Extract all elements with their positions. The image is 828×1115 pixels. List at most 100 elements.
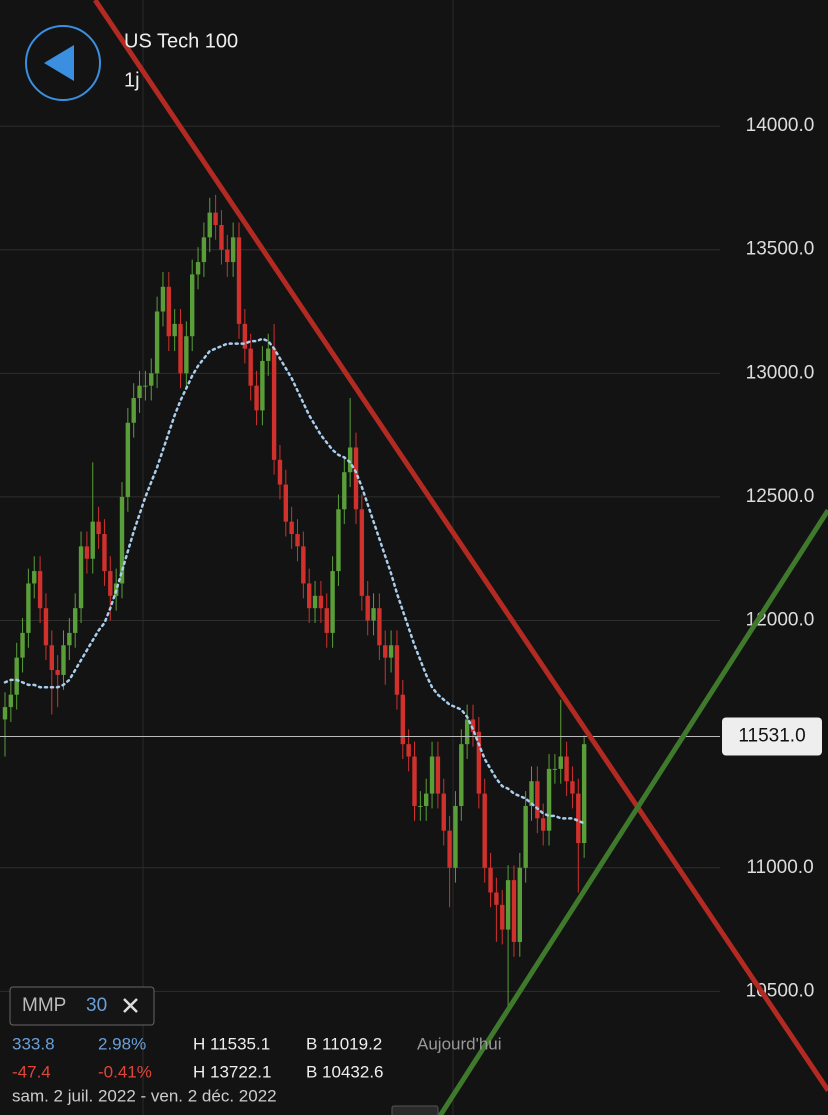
candle-body <box>55 669 60 675</box>
candle-body <box>201 237 207 263</box>
back-circle[interactable] <box>25 25 101 101</box>
candle-body <box>271 348 277 460</box>
candle-body <box>383 645 388 658</box>
interval: 1j <box>124 69 140 91</box>
candle-body <box>307 583 312 609</box>
candle-body <box>312 595 318 609</box>
candle-body <box>359 509 365 596</box>
candle-body <box>236 237 242 324</box>
candle-body <box>96 521 101 535</box>
candle-body <box>505 880 511 930</box>
stat-change: 333.8 <box>12 1034 55 1053</box>
candle-body <box>43 608 49 646</box>
candle-body <box>535 781 540 819</box>
candle-body <box>73 608 78 633</box>
back-button[interactable] <box>25 25 101 101</box>
candle-body <box>459 744 464 806</box>
candle-body <box>517 867 522 942</box>
candle-body <box>230 237 236 263</box>
candle-body <box>482 793 487 868</box>
candle-body <box>494 892 499 905</box>
price-label: 11531.0 <box>738 726 805 747</box>
candle-body <box>149 373 154 386</box>
candle-body <box>523 805 528 868</box>
candle-body <box>371 608 376 621</box>
y-tick-label: 14000.0 <box>746 115 815 136</box>
candle-body <box>49 645 54 670</box>
candle-body <box>266 348 271 361</box>
candle-body <box>37 571 43 609</box>
candle-body <box>242 323 248 349</box>
stat-low: B 11019.2 <box>306 1034 382 1053</box>
candle-body <box>160 286 166 312</box>
candle-body <box>418 805 423 807</box>
candle-body <box>558 756 563 769</box>
y-tick-label: 13500.0 <box>746 239 815 260</box>
candle-body <box>190 274 195 337</box>
candle-body <box>154 311 160 374</box>
close-icon[interactable] <box>123 998 138 1013</box>
candle-body <box>248 348 253 386</box>
handle[interactable] <box>391 1105 439 1115</box>
candle-body <box>166 286 171 337</box>
candle-body <box>32 571 37 584</box>
price-label-box <box>722 717 822 756</box>
indicator-chip[interactable]: MMP 30 <box>9 986 155 1026</box>
candle-body <box>283 484 288 522</box>
candle-body <box>476 731 482 794</box>
ma-name: MMP <box>22 995 66 1016</box>
stat-percent: -0.41% <box>98 1062 152 1081</box>
stat-high: H 11535.1 <box>193 1034 270 1053</box>
candle-body <box>207 212 212 238</box>
candle-body <box>324 608 329 633</box>
title: US Tech 100 <box>124 30 238 52</box>
moving-average <box>3 337 586 825</box>
candle-body <box>377 608 382 646</box>
candle-body <box>195 262 201 275</box>
candle-body <box>254 385 259 411</box>
candle-body <box>178 323 183 374</box>
candle-body <box>564 756 569 782</box>
candle-body <box>61 645 66 675</box>
candle-body <box>570 781 575 794</box>
candle-body <box>511 880 517 942</box>
ma-period: 30 <box>86 995 107 1016</box>
candle-body <box>365 595 370 621</box>
candle-body <box>78 546 84 609</box>
candle-body <box>184 336 189 374</box>
candle-body <box>125 422 131 497</box>
candle-body <box>552 768 558 770</box>
candle-body <box>464 719 470 745</box>
stat-low: B 10432.6 <box>306 1062 384 1081</box>
stat-high: H 13722.1 <box>193 1062 271 1081</box>
candle-body <box>470 719 476 732</box>
trendline <box>438 508 828 1115</box>
candle-body <box>102 534 107 572</box>
candle-body <box>14 657 19 695</box>
y-tick-label: 11000.0 <box>746 857 813 878</box>
candle-body <box>435 756 441 794</box>
candle-body <box>447 830 452 868</box>
candle-body <box>529 781 534 806</box>
trendline <box>93 0 828 1092</box>
candle-body <box>406 744 411 757</box>
candle-body <box>260 360 265 411</box>
candle-body <box>581 744 587 844</box>
candle-body <box>353 447 359 510</box>
candle-body <box>219 224 224 250</box>
date-range: sam. 2 juil. 2022 - ven. 2 déc. 2022 <box>12 1086 277 1105</box>
candle-body <box>2 707 8 720</box>
candle-body <box>488 867 493 893</box>
candle-body <box>143 385 148 387</box>
candle-body <box>8 694 14 708</box>
chip-box[interactable] <box>9 986 155 1026</box>
candle-body <box>108 571 113 596</box>
candle-body <box>131 398 136 423</box>
candle-body <box>336 509 341 572</box>
candle-body <box>453 805 458 868</box>
back-arrow[interactable] <box>44 45 74 81</box>
candle-body <box>26 583 31 633</box>
